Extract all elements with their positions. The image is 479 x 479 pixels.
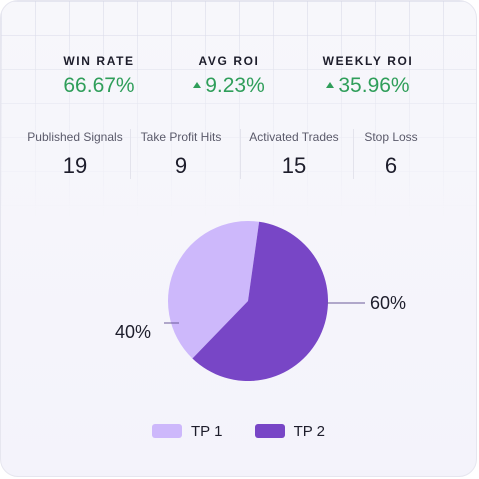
kpi-label: WEEKLY ROI	[322, 54, 414, 68]
kpi-value: 9.23%	[179, 73, 279, 99]
stat-value: 15	[281, 153, 307, 178]
kpi-win-rate: WIN RATE 66.67%	[49, 53, 149, 99]
stat-label: Take Profit Hits	[140, 130, 222, 144]
legend-item-tp2: TP 2	[254, 422, 325, 440]
stat-label: Published Signals	[27, 130, 123, 144]
stat-label: Stop Loss	[364, 130, 418, 144]
legend-label: TP 2	[293, 422, 325, 440]
stat-divider	[240, 129, 241, 179]
pie-label-tp1: 40%	[115, 322, 151, 342]
pie-slice-tp2	[192, 221, 329, 381]
stat-stop-loss: Stop Loss 6	[355, 129, 427, 181]
legend-swatch-tp1	[152, 423, 182, 438]
kpi-value: 35.96%	[313, 73, 423, 99]
kpi-label: WIN RATE	[63, 54, 135, 68]
stat-divider	[130, 129, 131, 179]
background-grid	[1, 1, 476, 216]
kpi-weekly-roi: WEEKLY ROI 35.96%	[313, 53, 423, 99]
stat-value: 6	[384, 153, 398, 178]
trend-up-icon	[193, 82, 202, 88]
stats-row: Published Signals 19 Take Profit Hits 9 …	[19, 129, 458, 181]
stat-value: 9	[174, 153, 188, 178]
pie-slice-tp1	[168, 221, 260, 359]
kpi-value: 66.67%	[63, 74, 135, 97]
stat-activated-trades: Activated Trades 15	[241, 129, 347, 181]
legend-item-tp1: TP 1	[152, 423, 222, 440]
stat-label: Activated Trades	[249, 130, 339, 144]
stat-value: 19	[62, 153, 88, 178]
kpi-avg-roi: AVG ROI 9.23%	[179, 53, 279, 99]
pie-label-tp2: 60%	[370, 293, 406, 313]
stat-published-signals: Published Signals 19	[19, 129, 131, 181]
chart-legend: TP 1 TP 2	[1, 422, 476, 440]
trend-up-icon	[326, 82, 335, 88]
legend-label: TP 1	[191, 422, 223, 440]
legend-swatch-tp2	[254, 423, 285, 438]
stat-take-profit-hits: Take Profit Hits 9	[131, 129, 231, 181]
kpi-label: AVG ROI	[198, 54, 260, 68]
stat-divider	[353, 129, 354, 179]
